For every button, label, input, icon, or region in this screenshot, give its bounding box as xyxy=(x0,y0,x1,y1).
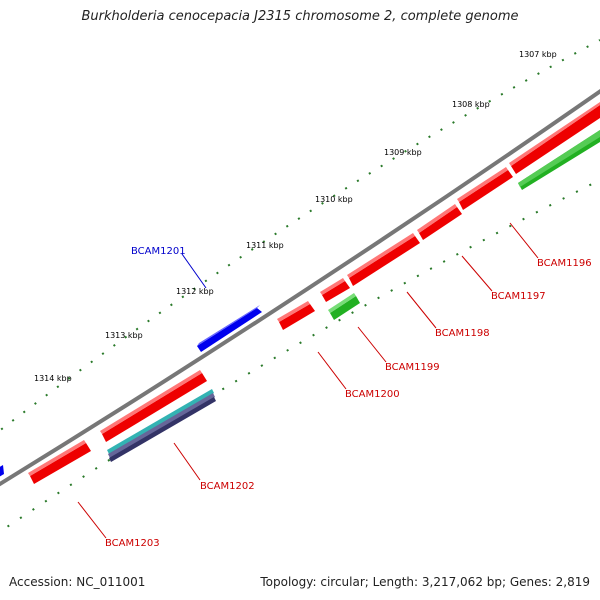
gene-bcam1198a-feature[interactable] xyxy=(417,204,462,240)
gene-label-bcam1196[interactable]: BCAM1196 xyxy=(537,258,592,269)
chromosome-backbone xyxy=(0,89,600,487)
gene-label-bcam1202[interactable]: BCAM1202 xyxy=(200,481,255,492)
scale-label: 1313 kbp xyxy=(105,331,143,340)
gene-label-bcam1200[interactable]: BCAM1200 xyxy=(345,389,400,400)
scale-label: 1311 kbp xyxy=(246,241,284,250)
gene-label-bcam1199[interactable]: BCAM1199 xyxy=(385,362,440,373)
gene-bcam1196-feature[interactable] xyxy=(509,102,600,174)
gene-label-bcam1198[interactable]: BCAM1198 xyxy=(435,328,490,339)
scale-label: 1312 kbp xyxy=(176,287,214,296)
gene-small-red-feature[interactable] xyxy=(320,278,350,302)
gene-label-bcam1203[interactable]: BCAM1203 xyxy=(105,538,160,549)
map-title: Burkholderia cenocepacia J2315 chromosom… xyxy=(81,9,519,24)
gene-bcam1197-feature[interactable] xyxy=(457,167,513,210)
gene-bcam1203-feature[interactable] xyxy=(28,440,91,484)
gene-bcam1200-feature[interactable] xyxy=(277,301,315,330)
scale-labels: 1307 kbp 1308 kbp 1309 kbp 1310 kbp 1311 kbp… xyxy=(34,50,557,383)
scale-label: 1308 kbp xyxy=(452,100,490,109)
leader-lines xyxy=(77,222,539,539)
gene-bcam1202-feature[interactable] xyxy=(107,389,216,462)
outer-scale-arc xyxy=(0,39,600,432)
gene-bcam1201-feature[interactable] xyxy=(197,305,262,352)
gene-labels: BCAM1196 BCAM1197 BCAM1198 BCAM1199 BCAM1200… xyxy=(105,246,592,549)
scale-label: 1310 kbp xyxy=(315,195,353,204)
gene-bcam1199-feature[interactable] xyxy=(328,293,360,320)
gene-bcam1198-feature[interactable] xyxy=(347,233,420,286)
gene-edge-blue-feature xyxy=(0,465,4,477)
scale-label: 1309 kbp xyxy=(384,148,422,157)
inner-scale-arc xyxy=(0,179,600,533)
scale-label: 1307 kbp xyxy=(519,50,557,59)
gene-label-bcam1197[interactable]: BCAM1197 xyxy=(491,291,546,302)
accession-text: Accession: NC_011001 xyxy=(9,575,146,589)
summary-text: Topology: circular; Length: 3,217,062 bp… xyxy=(260,575,590,589)
gene-green-long-feature[interactable] xyxy=(518,130,600,190)
gene-red-long-feature[interactable] xyxy=(100,370,207,442)
gene-label-bcam1201[interactable]: BCAM1201 xyxy=(131,246,186,257)
scale-label: 1314 kbp xyxy=(34,374,72,383)
